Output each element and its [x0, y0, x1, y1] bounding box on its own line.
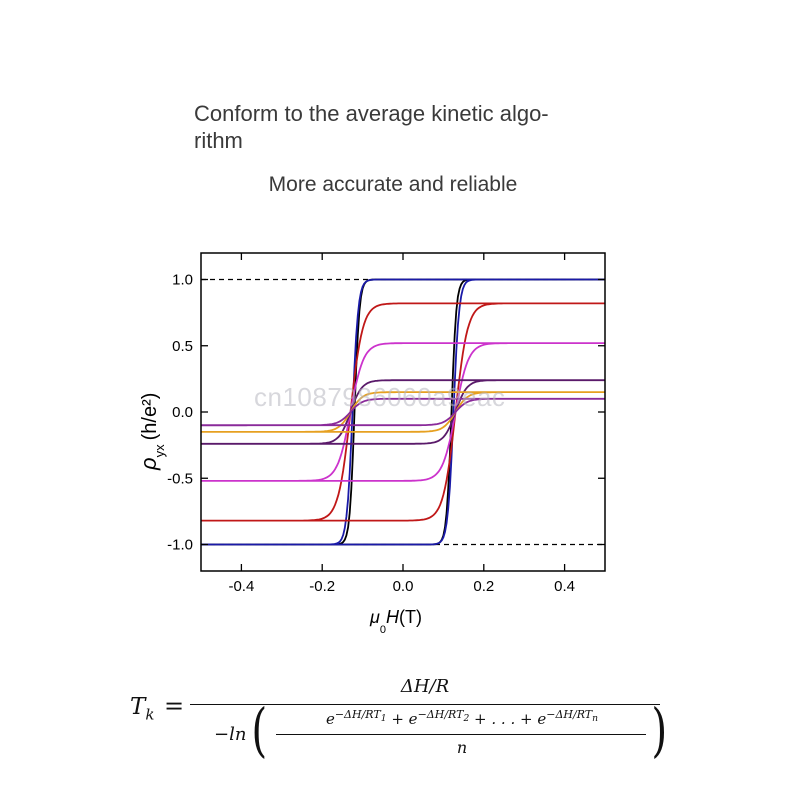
series-line-1	[201, 278, 605, 546]
formula-inner-fraction-bar	[276, 734, 646, 735]
headline: Conform to the average kinetic algo- rit…	[194, 101, 549, 153]
formula-open-paren: (	[251, 696, 268, 764]
x-tick-label-1: -0.2	[309, 578, 335, 595]
y-tick-label-0: -1.0	[167, 537, 193, 554]
hysteresis-chart: -0.4 -0.2 0.0 0.2 0.4 -1.0 -0.5 0.0 0.5 1.0 μ0H(T)…	[136, 252, 606, 636]
formula-numerator: ΔH/R	[400, 676, 450, 697]
y-axis-label: ρyx(h/e²)	[136, 393, 167, 471]
y-tick-label-2: 0.0	[172, 404, 193, 421]
formula-ln: −ln	[214, 724, 247, 745]
formula-inner-denominator: n	[456, 738, 468, 757]
series-line-6	[201, 397, 605, 427]
formula: Tk = ΔH/R −ln ( e−ΔH/RT1 + e−ΔH/RT2 + . …	[130, 676, 690, 776]
y-tick-label-1: -0.5	[167, 470, 193, 487]
formula-inner-numerator: e−ΔH/RT1 + e−ΔH/RT2 + . . . + e−ΔH/RTn	[325, 708, 599, 728]
series-line-3	[201, 342, 605, 482]
subline: More accurate and reliable	[268, 173, 518, 196]
x-tick-label-0: -0.4	[228, 578, 254, 595]
series-line-2	[201, 302, 605, 522]
x-tick-label-4: 0.4	[554, 578, 575, 595]
formula-equals: =	[164, 692, 185, 720]
y-tick-label-4: 1.0	[172, 272, 193, 289]
formula-fraction-bar	[190, 704, 660, 705]
x-tick-label-2: 0.0	[393, 578, 414, 595]
series-line-4	[201, 379, 605, 445]
y-tick-label-3: 0.5	[172, 338, 193, 355]
x-axis-label: μ0H(T)	[369, 607, 422, 636]
x-tick-label-3: 0.2	[473, 578, 494, 595]
formula-close-paren: )	[651, 696, 668, 764]
series-line-5	[201, 391, 605, 433]
watermark: cn1087986060a9eac	[254, 382, 506, 412]
formula-lhs: Tk	[130, 694, 155, 724]
